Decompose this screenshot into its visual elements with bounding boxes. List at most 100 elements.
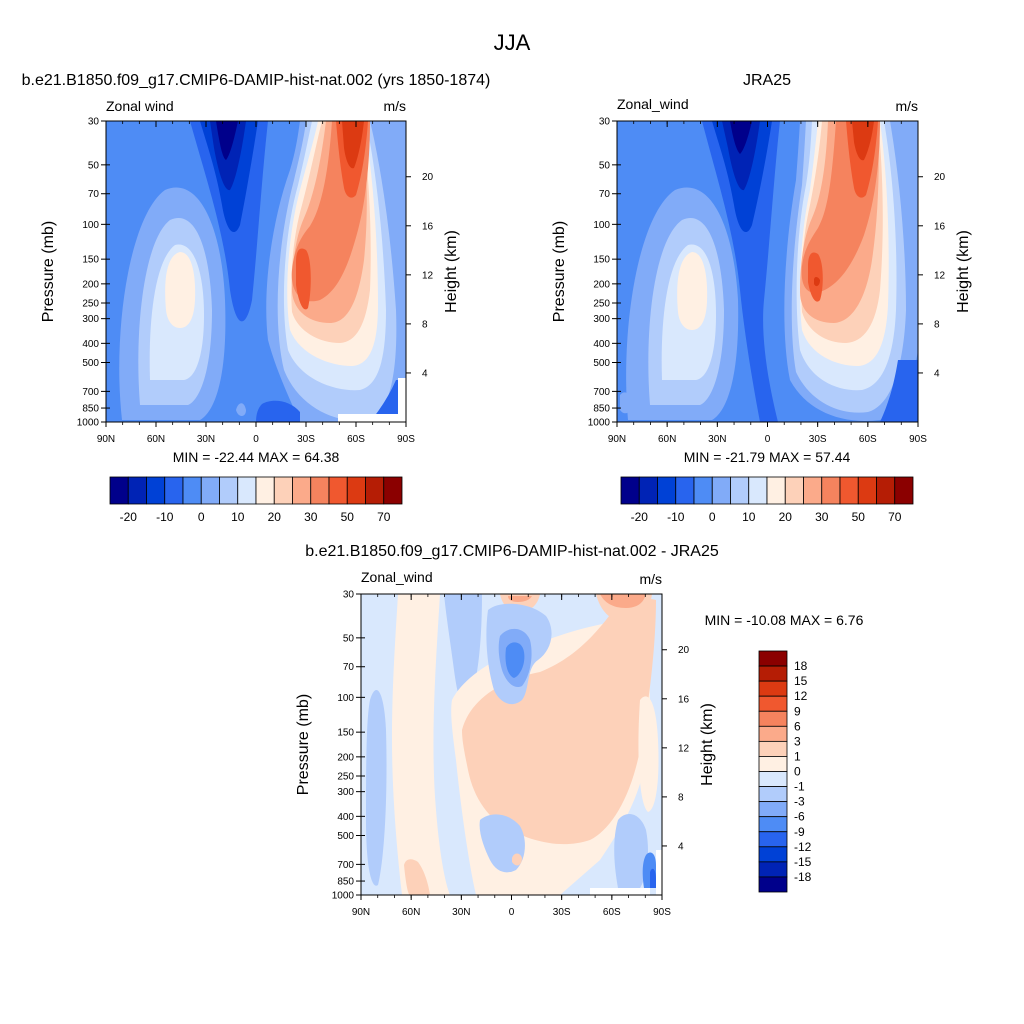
panel-reanalysis-units-label: m/s (895, 98, 918, 114)
colorbar-swatch (758, 665, 788, 682)
pressure-tick-label: 30 (599, 117, 611, 128)
colorbar-label: 0 (794, 765, 801, 779)
colorbar-label: 70 (377, 510, 391, 524)
colorbar-label: 30 (815, 510, 829, 524)
latitude-tick-label: 30N (197, 434, 215, 445)
y-axis-title: Pressure (mb) (551, 221, 568, 322)
height-tick-label: 4 (934, 368, 940, 379)
colorbar-label: -20 (631, 510, 649, 524)
colorbar-swatch (758, 756, 788, 772)
contour-fill-sh-surface-blue (370, 380, 406, 422)
colorbar-swatch (758, 740, 788, 757)
pressure-tick-label: 400 (337, 812, 354, 823)
pressure-tick-label: 300 (82, 314, 99, 325)
colorbar-swatch (675, 476, 695, 505)
pressure-tick-label: 250 (593, 299, 610, 310)
colorbar-label: 12 (794, 689, 808, 703)
pressure-tick-label: 70 (343, 662, 355, 673)
pressure-tick-label: 300 (337, 787, 354, 798)
colorbar-swatch (758, 771, 788, 787)
pressure-tick-label: 400 (82, 339, 99, 350)
colorbar-swatch (758, 861, 788, 878)
panel-model-variable-label: Zonal wind (106, 98, 174, 114)
contour-fill-surface-patch (620, 392, 632, 414)
latitude-tick-label: 30S (297, 434, 315, 445)
colorbar-label: 50 (852, 510, 866, 524)
colorbar-swatch (109, 476, 129, 505)
colorbar-swatch (766, 476, 786, 505)
pressure-tick-label: 850 (82, 404, 99, 415)
colorbar-swatch (758, 786, 788, 803)
colorbar-swatch (638, 476, 658, 505)
colorbar-swatch (164, 476, 184, 505)
contour-fill-sh-lower-negative-core (650, 868, 656, 888)
contour-fill-sh-jet-secondary-core (814, 277, 820, 287)
panel-difference: b.e21.B1850.f09_g17.CMIP6-DAMIP-hist-nat… (295, 543, 864, 918)
latitude-tick-label: 30N (452, 907, 470, 918)
height-tick-label: 16 (422, 221, 434, 232)
colorbar-label: -18 (794, 870, 812, 884)
panel-model-units-label: m/s (383, 98, 406, 114)
contour-fill-tropical-easterly-core (722, 121, 760, 191)
pressure-tick-label: 200 (337, 752, 354, 763)
panel-reanalysis-contour-field (617, 121, 918, 422)
colorbar-label: -15 (794, 855, 812, 869)
colorbar-swatch (876, 476, 896, 505)
panel-reanalysis-axes: 30 50 70 100 150 200 250 300 400 500 700 850 1000 20 1… (551, 117, 972, 446)
topography-mask (338, 414, 398, 422)
contour-fill-high-lat-negative (366, 690, 387, 886)
pressure-tick-label: 1000 (332, 891, 355, 902)
colorbar-swatch (758, 725, 788, 742)
latitude-tick-label: 60S (347, 434, 365, 445)
panel-reanalysis-variable-label: Zonal_wind (617, 96, 689, 112)
pressure-tick-label: 100 (82, 220, 99, 231)
pressure-tick-label: 50 (343, 633, 355, 644)
pressure-tick-label: 250 (337, 772, 354, 783)
panel-model-axes: 30 50 70 100 150 200 250 300 400 500 700 850 1000 20 1… (40, 117, 460, 446)
colorbar-swatch (758, 831, 788, 848)
height-tick-label: 8 (422, 319, 428, 330)
pressure-tick-label: 200 (82, 279, 99, 290)
contour-fill-surface-easterly (256, 400, 300, 422)
pressure-tick-label: 1000 (588, 418, 611, 429)
contour-fill-tropical-easterly-outer (702, 121, 780, 422)
y2-axis-title: Height (km) (699, 703, 716, 786)
colorbar-swatch (693, 476, 713, 505)
colorbar-swatch (803, 476, 823, 505)
panel-model-contour-field (106, 121, 406, 422)
panel-difference-contour-field (361, 594, 662, 895)
latitude-tick-label: 90S (909, 434, 927, 445)
colorbar-label: 10 (231, 510, 245, 524)
panel-model-title: b.e21.B1850.f09_g17.CMIP6-DAMIP-hist-nat… (22, 72, 491, 89)
pressure-tick-label: 70 (88, 189, 100, 200)
colorbar-label: -1 (794, 780, 805, 794)
colorbar-swatch (821, 476, 841, 505)
colorbar-swatch (346, 476, 366, 505)
height-tick-label: 8 (934, 319, 940, 330)
latitude-tick-label: 60S (603, 907, 621, 918)
panel-reanalysis-colorbar: -20 -10 0 10 20 30 50 70 (620, 476, 914, 524)
contour-fill-nh-positive-band (392, 594, 450, 895)
contour-fill-tropical-easterly-min (730, 121, 752, 154)
pressure-tick-label: 250 (82, 299, 99, 310)
colorbar-swatch (310, 476, 330, 505)
pressure-tick-label: 150 (593, 255, 610, 266)
contour-fill-sh-positive-3 (462, 598, 656, 845)
height-tick-label: 16 (934, 221, 946, 232)
colorbar-label: 6 (794, 719, 801, 733)
height-tick-label: 4 (422, 368, 428, 379)
colorbar-swatch (200, 476, 220, 505)
contour-fill-tropical-easterly-min (216, 121, 238, 160)
colorbar-label: 9 (794, 704, 801, 718)
panel-difference-title: b.e21.B1850.f09_g17.CMIP6-DAMIP-hist-nat… (305, 543, 719, 560)
colorbar-label: 70 (888, 510, 902, 524)
latitude-tick-label: 60S (859, 434, 877, 445)
y-axis-title: Pressure (mb) (40, 221, 57, 322)
panel-difference-variable-label: Zonal_wind (361, 569, 433, 585)
pressure-tick-label: 500 (82, 358, 99, 369)
topography-mask (590, 888, 650, 895)
pressure-tick-label: 100 (593, 220, 610, 231)
pressure-tick-label: 850 (337, 877, 354, 888)
